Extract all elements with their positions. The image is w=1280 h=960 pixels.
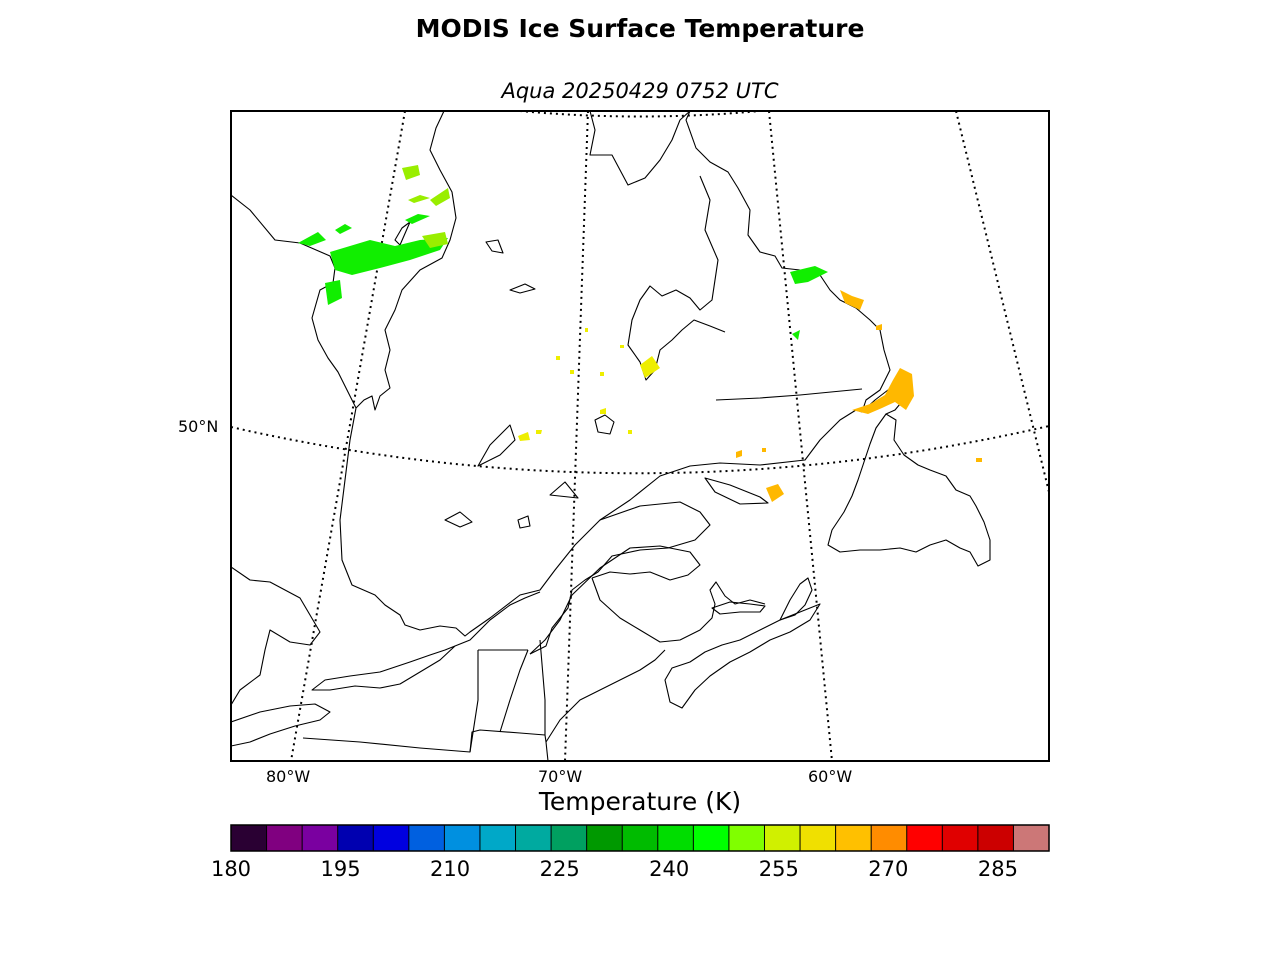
colorbar-tick-label: 270 <box>868 857 909 881</box>
canada-us-border <box>302 729 549 761</box>
colorbar-tick-label: 240 <box>649 857 690 881</box>
colorbar-segment <box>906 825 943 851</box>
us-state-borders <box>469 639 546 753</box>
gulf-north-shore <box>599 111 891 521</box>
graticule-lon-60w <box>768 111 833 761</box>
lon-label-60w: 60°W <box>808 767 853 786</box>
graticule-lon-80w <box>290 111 406 761</box>
colorbar-segment <box>444 825 481 851</box>
ice-pixels-yellow <box>518 328 660 441</box>
ungava-bay-coast <box>589 111 691 186</box>
hudson-bay-east-coast <box>231 111 457 411</box>
colorbar-segment <box>1013 825 1050 851</box>
lon-label-80w: 80°W <box>266 767 311 786</box>
great-lakes-shore <box>231 566 321 706</box>
graticule-lat-50n <box>231 425 1049 475</box>
colorbar-segment <box>586 825 623 851</box>
ice-pixels-yellow-green <box>402 165 450 248</box>
colorbar-segment <box>657 825 694 851</box>
colorbar-segment <box>764 825 801 851</box>
ice-temperature-pixels <box>298 165 982 502</box>
graticule-lon-75w <box>564 111 589 761</box>
map-area <box>231 111 1049 761</box>
colorbar-tick-label: 225 <box>539 857 580 881</box>
colorbar-frame <box>230 824 1050 852</box>
colorbar-segment <box>302 825 339 851</box>
labrador-interior-coast <box>627 175 726 381</box>
graticule-lon-55w <box>955 111 1049 493</box>
colorbar-tick-label: 180 <box>210 857 252 881</box>
colorbar-segment <box>800 825 837 851</box>
lake-ontario <box>311 645 456 691</box>
gaspe-peninsula <box>529 545 701 655</box>
james-bay-coast <box>339 407 711 655</box>
colorbar-segment <box>266 825 303 851</box>
cape-breton-island <box>779 577 813 621</box>
new-england-coast <box>545 649 666 743</box>
colorbar-segment <box>231 825 268 851</box>
ice-pixels-green-labrador <box>790 266 828 340</box>
colorbar-segment <box>479 825 517 851</box>
graticule-lat-60n <box>519 111 761 118</box>
colorbar-segment <box>871 825 908 851</box>
new-brunswick-coast <box>591 577 766 643</box>
colorbar-tick-label: 195 <box>320 857 361 881</box>
colorbar-segment <box>373 825 410 851</box>
colorbar-segment <box>835 825 872 851</box>
colorbar-segment <box>551 825 588 851</box>
colorbar-tick-label: 285 <box>977 857 1018 881</box>
colorbar-segment <box>408 825 445 851</box>
colorbar-segment <box>337 825 374 851</box>
colorbar-tick-label: 210 <box>430 857 471 881</box>
colorbar-segment <box>977 825 1015 851</box>
nova-scotia <box>664 603 821 709</box>
st-lawrence-river <box>454 591 541 647</box>
pei-island <box>711 601 766 615</box>
chart-title: MODIS Ice Surface Temperature <box>415 14 865 43</box>
colorbar-segment <box>728 825 766 851</box>
map-frame <box>230 110 1050 762</box>
colorbar-label: Temperature (K) <box>538 787 742 816</box>
ice-pixels-green-west <box>298 214 448 305</box>
lat-label-50n: 50°N <box>178 417 219 436</box>
colorbar-tick-label: 255 <box>758 857 799 881</box>
anticosti-island <box>704 477 769 505</box>
lake-erie <box>231 703 331 747</box>
colorbar <box>231 825 1050 851</box>
quebec-labrador-border <box>715 388 863 401</box>
newfoundland-island <box>827 413 991 567</box>
coastlines <box>231 111 991 761</box>
colorbar-segment <box>622 825 659 851</box>
colorbar-segment <box>942 825 979 851</box>
graticule <box>231 111 1049 761</box>
ice-pixels-orange <box>736 290 982 502</box>
colorbar-segment <box>693 825 730 851</box>
chart-subtitle: Aqua 20250429 0752 UTC <box>501 79 779 103</box>
lon-label-70w: 70°W <box>538 767 583 786</box>
interior-lakes <box>444 414 615 529</box>
colorbar-segment <box>515 825 552 851</box>
